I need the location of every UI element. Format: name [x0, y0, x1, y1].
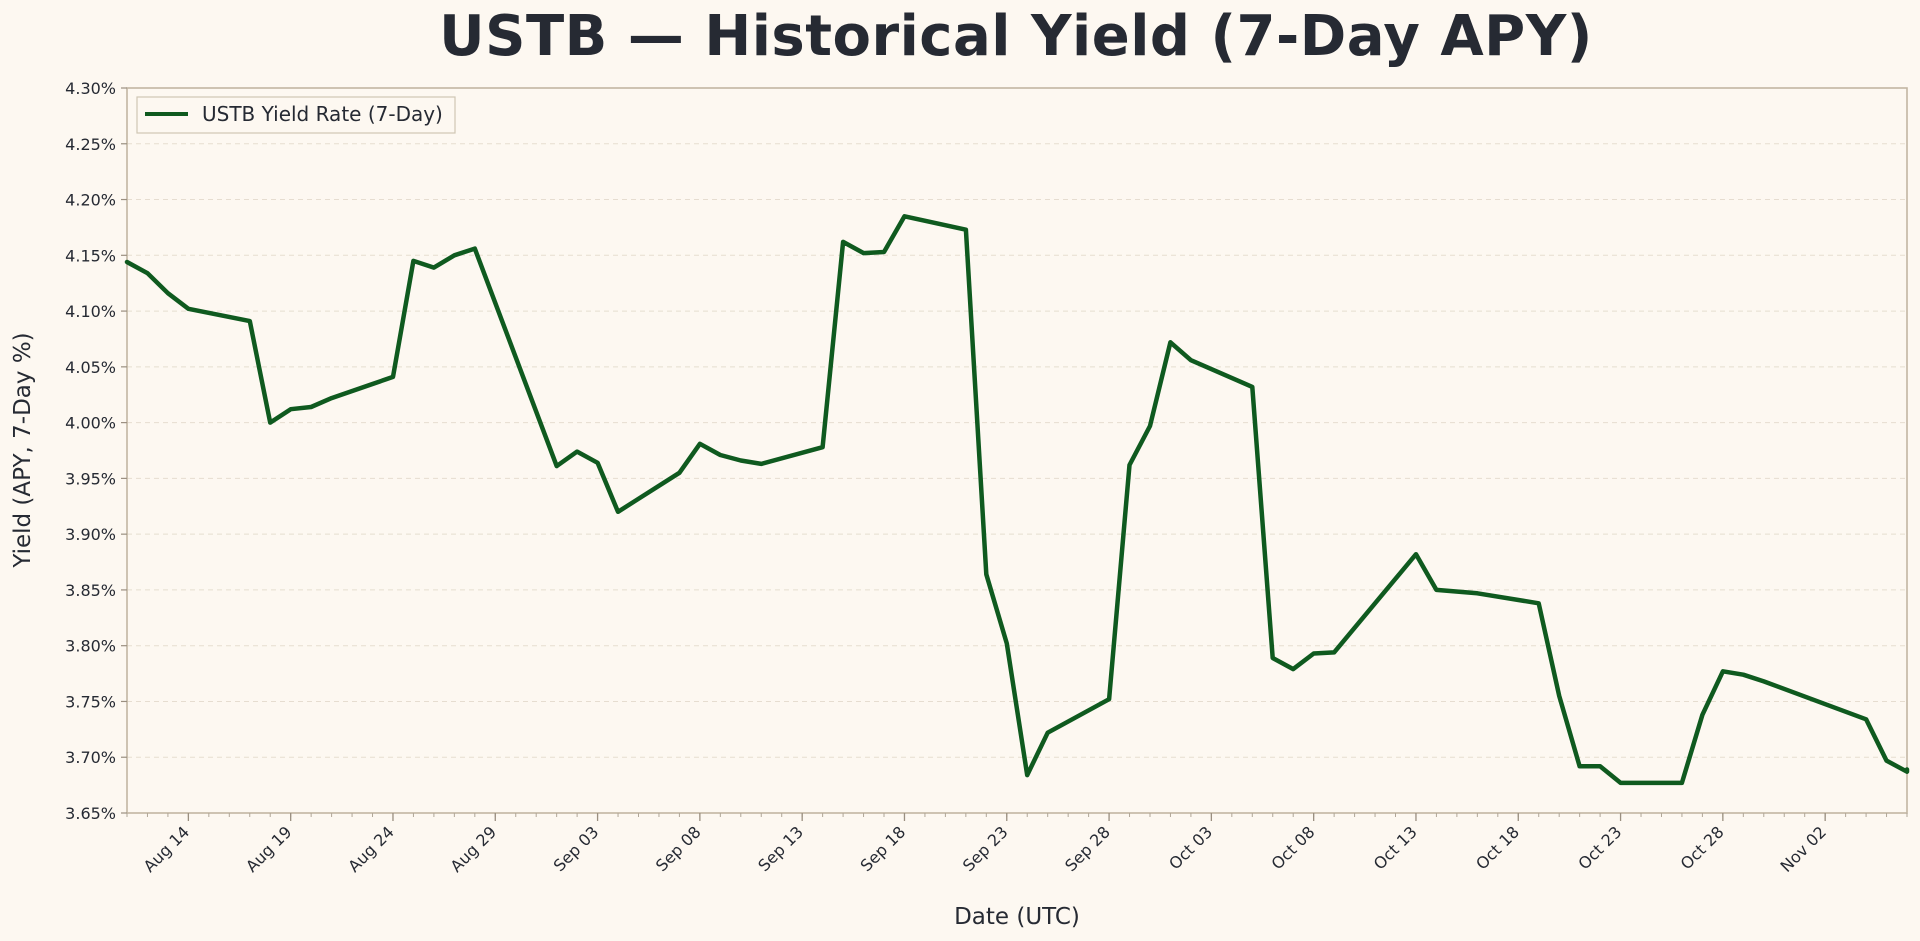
y-tick-label: 4.25%: [65, 135, 116, 154]
x-tick-label: Aug 14: [140, 822, 194, 876]
series-line: [124, 214, 1910, 786]
series-group: [124, 214, 1910, 786]
x-axis-label: Date (UTC): [954, 904, 1080, 930]
legend: USTB Yield Rate (7-Day): [136, 96, 456, 134]
x-tick-label: Oct 08: [1268, 822, 1319, 873]
y-tick-label: 3.95%: [65, 469, 116, 488]
grid-lines: [127, 143, 1907, 758]
x-tick-label: Sep 13: [754, 822, 807, 875]
x-tick-label: Aug 24: [344, 822, 398, 876]
x-tick-label: Aug 29: [447, 822, 501, 876]
y-tick-label: 4.00%: [65, 414, 116, 433]
y-tick-label: 4.10%: [65, 302, 116, 321]
x-tick-label: Nov 02: [1776, 822, 1830, 876]
plot-frame: [126, 87, 1908, 814]
y-tick-label: 3.80%: [65, 637, 116, 656]
y-tick-label: 4.30%: [65, 79, 116, 98]
y-axis: 3.65% 3.70% 3.75% 3.80% 3.85% 3.90% 3.95% 4.00%…: [65, 79, 127, 823]
y-axis-label: Yield (APY, 7-Day %): [10, 332, 36, 568]
y-tick-label: 4.20%: [65, 191, 116, 210]
x-tick-label: Sep 23: [959, 822, 1012, 875]
x-tick-label: Sep 28: [1061, 822, 1114, 875]
x-axis: Aug 14 Aug 19 Aug 24 Aug 29 Sep 03 Sep 08 Sep …: [126, 813, 1908, 876]
x-tick-label: Oct 13: [1370, 822, 1421, 873]
legend-label: USTB Yield Rate (7-Day): [202, 102, 443, 126]
legend-box: [136, 96, 456, 134]
y-tick-label: 4.05%: [65, 358, 116, 377]
y-tick-label: 3.65%: [65, 804, 116, 823]
x-tick-label: Oct 23: [1574, 822, 1625, 873]
y-tick-label: 3.85%: [65, 581, 116, 600]
chart-title: USTB — Historical Yield (7-Day APY): [439, 4, 1593, 69]
x-tick-label: Sep 03: [550, 822, 603, 875]
x-tick-label: Sep 08: [652, 822, 705, 875]
y-tick-label: 3.90%: [65, 525, 116, 544]
y-tick-label: 3.70%: [65, 748, 116, 767]
y-tick-label: 3.75%: [65, 692, 116, 711]
y-tick-label: 4.15%: [65, 246, 116, 265]
x-tick-label: Oct 18: [1472, 822, 1523, 873]
x-tick-label: Oct 03: [1165, 822, 1216, 873]
x-tick-label: Sep 18: [857, 822, 910, 875]
x-tick-label: Aug 19: [242, 822, 296, 876]
x-tick-label: Oct 28: [1677, 822, 1728, 873]
